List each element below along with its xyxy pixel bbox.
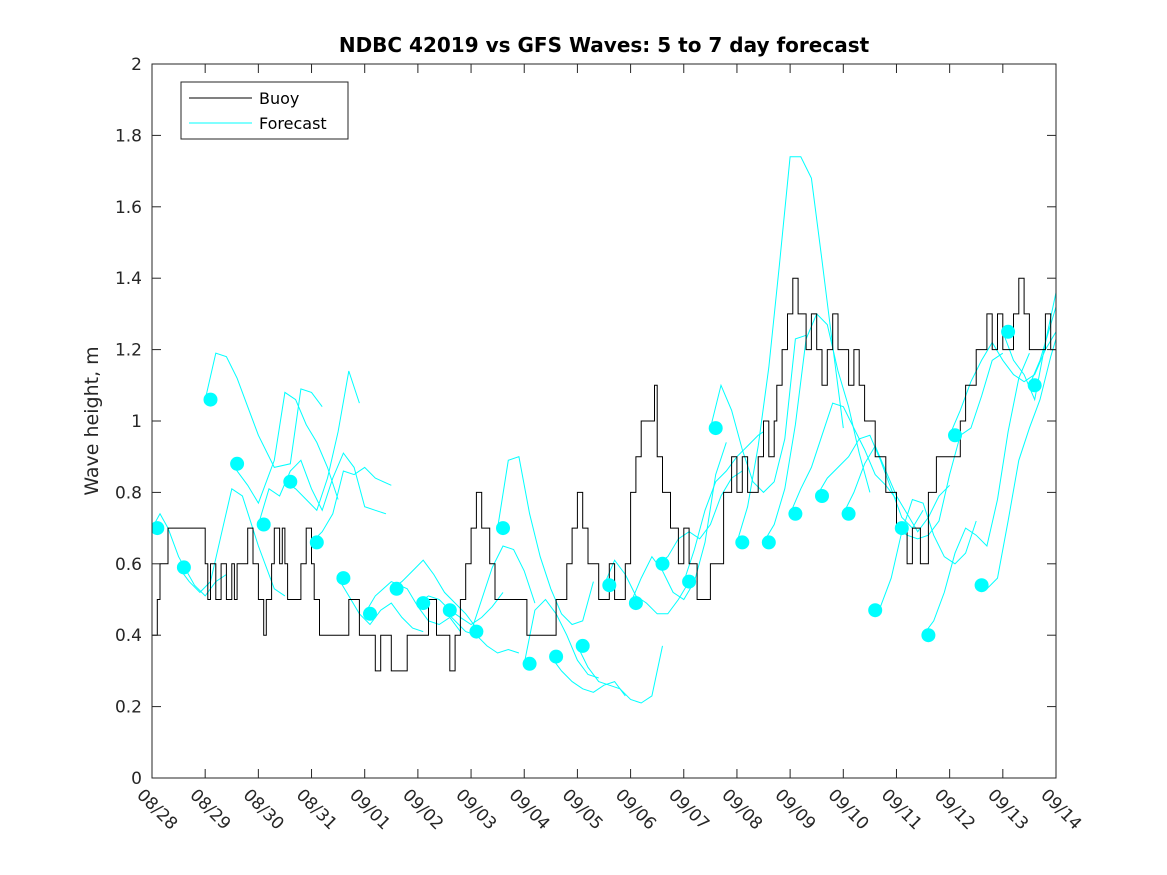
forecast-line-5 — [257, 452, 387, 525]
forecast-start-marker — [815, 489, 829, 503]
forecast-start-marker — [575, 638, 590, 653]
legend: Buoy Forecast — [180, 81, 349, 140]
forecast-start-marker — [788, 506, 803, 521]
forecast-start-marker — [309, 535, 324, 550]
y-tick-label: 1.4 — [115, 269, 142, 289]
forecast-start-marker — [496, 521, 510, 536]
forecast-start-marker — [203, 392, 218, 407]
forecast-start-marker — [628, 596, 643, 611]
forecast-line-31 — [949, 331, 1056, 436]
y-tick-label: 0.2 — [115, 698, 142, 718]
y-tick-label: 0 — [131, 769, 142, 789]
forecast-start-marker — [761, 535, 776, 550]
forecast-start-marker — [1027, 378, 1042, 393]
forecast-line-4 — [231, 391, 339, 505]
forecast-line-10 — [391, 559, 477, 629]
forecast-start-marker — [894, 521, 909, 536]
forecast-start-marker — [469, 624, 484, 639]
forecast-start-marker — [363, 606, 377, 621]
forecast-start-marker — [735, 535, 750, 550]
y-tick-label: 1.2 — [115, 341, 142, 361]
forecast-start-marker — [841, 506, 856, 521]
forecast-line-23 — [736, 156, 844, 543]
forecast-start-marker — [948, 428, 962, 443]
forecast-start-marker — [868, 603, 883, 618]
forecast-start-marker — [522, 656, 537, 671]
forecast-line-15 — [523, 598, 599, 679]
y-tick-label: 2 — [131, 55, 142, 75]
forecast-line-16 — [550, 656, 626, 697]
data-layer — [152, 156, 1056, 704]
forecast-line-8 — [337, 577, 424, 633]
forecast-line-21 — [683, 431, 764, 582]
forecast-start-marker — [1001, 324, 1016, 339]
forecast-line-17 — [576, 645, 663, 704]
forecast-start-marker — [230, 456, 245, 471]
y-axis-label: Wave height, m — [81, 346, 103, 495]
forecast-line-12 — [444, 609, 520, 654]
forecast-line-14 — [497, 456, 594, 626]
forecast-line-32 — [976, 338, 1056, 590]
forecast-line-7 — [311, 466, 392, 543]
forecast-line-19 — [630, 442, 727, 604]
forecast-start-marker — [256, 517, 271, 532]
forecast-line-2 — [178, 487, 286, 597]
y-tick-label: 0.4 — [115, 626, 142, 646]
forecast-line-13 — [470, 545, 536, 632]
y-tick-label: 1 — [131, 412, 142, 432]
forecast-line-6 — [284, 370, 360, 512]
forecast-start-marker — [708, 421, 723, 436]
forecast-line-20 — [656, 470, 743, 565]
forecast-start-marker — [682, 574, 697, 589]
y-tick-label: 1.6 — [115, 198, 142, 218]
forecast-start-marker — [283, 474, 298, 489]
forecast-start-marker — [549, 649, 564, 664]
forecast-start-marker — [176, 560, 191, 575]
forecast-start-marker — [921, 628, 936, 643]
forecast-start-marker — [442, 603, 457, 618]
forecast-start-marker — [336, 571, 351, 586]
forecast-line-3 — [204, 352, 323, 468]
plot-area — [152, 64, 1056, 778]
forecast-line-28 — [869, 498, 977, 611]
forecast-start-marker — [974, 578, 989, 593]
forecast-start-marker — [389, 581, 404, 596]
legend-label-buoy: Buoy — [259, 89, 299, 108]
legend-label-forecast: Forecast — [259, 114, 327, 133]
forecast-line-30 — [922, 353, 1030, 636]
forecast-start-marker — [602, 578, 617, 593]
legend-box — [180, 81, 349, 140]
y-tick-label: 0.6 — [115, 555, 142, 575]
forecast-line-25 — [789, 402, 897, 514]
chart-title: NDBC 42019 vs GFS Waves: 5 to 7 day fore… — [339, 33, 870, 57]
y-tick-label: 0.8 — [115, 483, 142, 503]
forecast-start-marker — [152, 521, 165, 536]
forecast-start-marker — [416, 596, 431, 611]
forecast-start-marker — [655, 556, 670, 571]
y-tick-label: 1.8 — [115, 126, 142, 146]
forecast-line-29 — [896, 352, 1004, 540]
forecast-line-18 — [603, 559, 690, 615]
series-group — [152, 156, 1056, 704]
